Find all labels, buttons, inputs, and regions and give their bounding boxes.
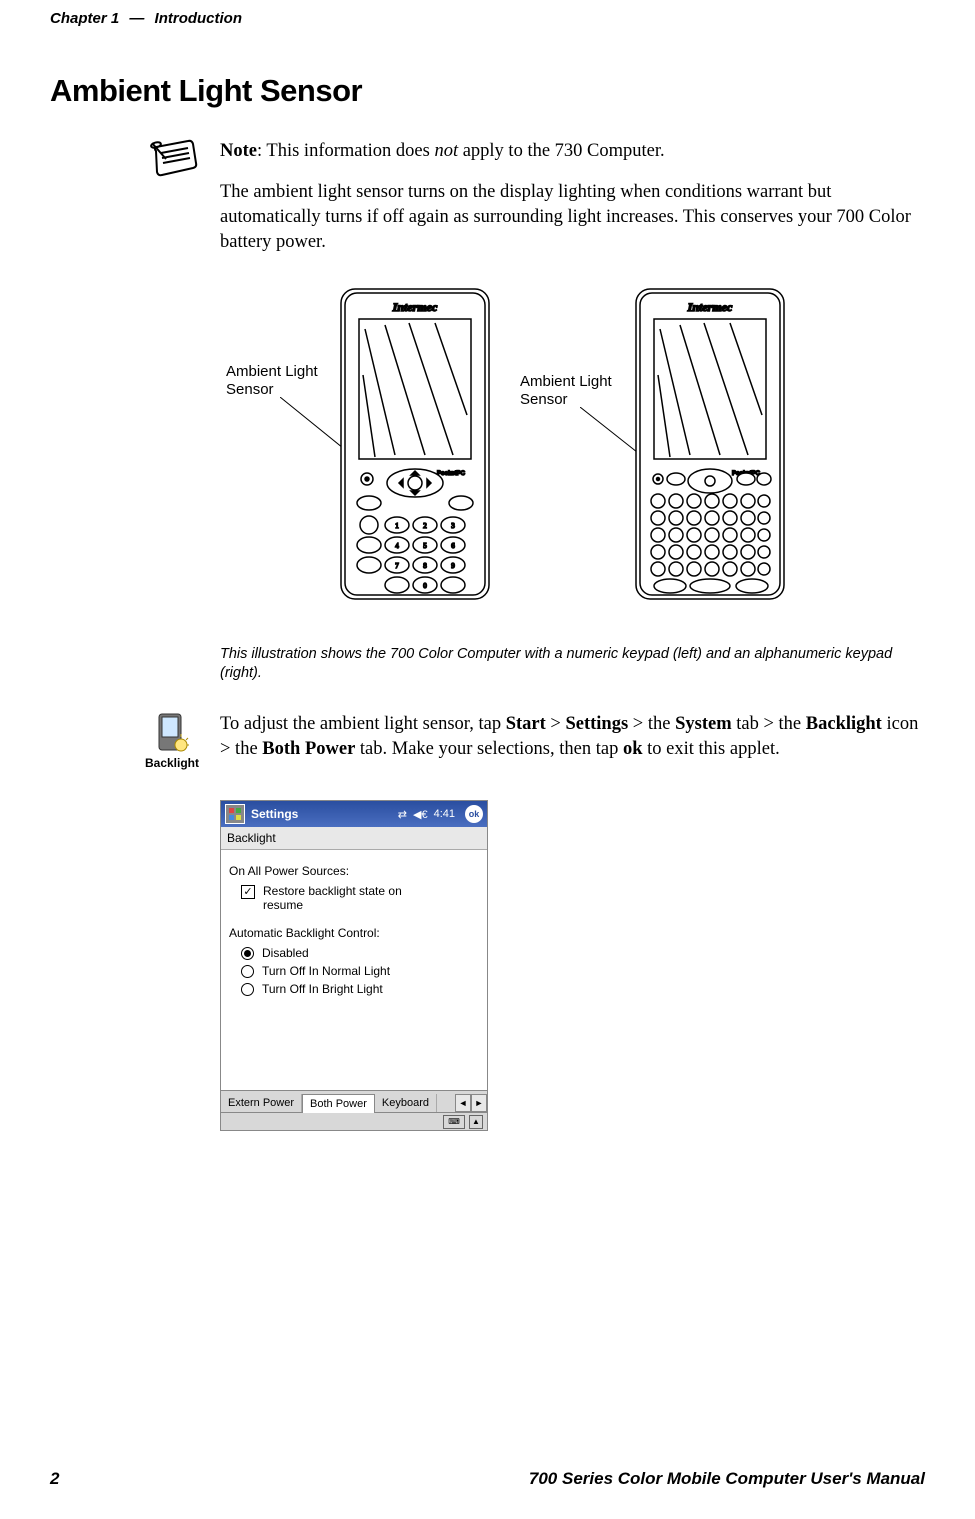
page-number: 2 (50, 1469, 59, 1489)
start-menu-icon[interactable] (225, 804, 245, 824)
section2-label: Automatic Backlight Control: (229, 926, 479, 940)
note-block: Note: This information does not apply to… (50, 139, 925, 255)
brand-text-right: Intermec (687, 300, 733, 314)
ss-body: On All Power Sources: ✓ Restore backligh… (221, 850, 487, 1090)
check-label-restore: Restore backlight state on resume (263, 884, 423, 912)
radio-label-disabled: Disabled (262, 946, 309, 960)
volume-icon[interactable]: ◀€ (413, 808, 428, 821)
clock-text[interactable]: 4:41 (434, 808, 455, 820)
ss-topbar: Settings ⇄ ◀€ 4:41 ok (221, 801, 487, 827)
doc-title: 700 Series Color Mobile Computer User's … (529, 1469, 925, 1489)
note-icon (148, 139, 200, 179)
instr-s1: > (546, 714, 566, 734)
svg-text:6: 6 (451, 542, 455, 550)
instr-b1: Start (506, 714, 546, 734)
svg-text:9: 9 (451, 562, 455, 570)
tab-extern-power[interactable]: Extern Power (221, 1094, 302, 1112)
backlight-icon-gutter: Backlight (50, 712, 220, 770)
body-paragraph: The ambient light sensor turns on the di… (220, 180, 925, 255)
connectivity-icon[interactable]: ⇄ (398, 808, 407, 821)
tab-keyboard[interactable]: Keyboard (375, 1094, 437, 1112)
ss-tray: ⇄ ◀€ 4:41 ok (398, 805, 483, 823)
svg-text:2: 2 (423, 522, 427, 530)
tab-arrow-right[interactable]: ► (471, 1094, 487, 1112)
ok-button[interactable]: ok (465, 805, 483, 823)
section-title: Ambient Light Sensor (50, 73, 925, 109)
figure-caption: This illustration shows the 700 Color Co… (220, 645, 925, 684)
callout-right: Ambient Light Sensor (520, 373, 630, 409)
instr-b3: System (675, 714, 732, 734)
instruction-body: To adjust the ambient light sensor, tap … (220, 712, 925, 770)
radio-row-normal[interactable]: Turn Off In Normal Light (241, 964, 479, 978)
ss-subbar: Backlight (221, 827, 487, 850)
ss-title: Settings (251, 807, 398, 821)
instr-b2: Settings (565, 714, 628, 734)
tab-both-power[interactable]: Both Power (302, 1094, 375, 1113)
tab-scroll-arrows: ◄ ► (455, 1094, 487, 1112)
note-body: Note: This information does not apply to… (220, 139, 925, 255)
backlight-label: Backlight (144, 756, 200, 770)
checkbox-restore[interactable]: ✓ (241, 885, 255, 899)
svg-text:4: 4 (395, 542, 399, 550)
note-t1: : This information does (257, 141, 434, 161)
chapter-number: Chapter 1 (50, 10, 119, 27)
radio-normal[interactable] (241, 965, 254, 978)
instr-s5: tab. Make your selections, then tap (355, 739, 623, 759)
screenshot: Settings ⇄ ◀€ 4:41 ok Backlight On All P… (220, 800, 488, 1131)
svg-text:3: 3 (451, 522, 455, 530)
chapter-title: Introduction (155, 10, 242, 27)
instr-s6: to exit this applet. (643, 739, 780, 759)
device-right: Intermec PocketPC (630, 285, 790, 605)
em-dash: — (129, 10, 144, 27)
instr-s3: tab > the (732, 714, 806, 734)
radio-label-normal: Turn Off In Normal Light (262, 964, 390, 978)
page: Chapter 1 — Introduction Ambient Light S… (0, 0, 975, 1519)
backlight-icon (155, 712, 189, 754)
note-t2: apply to the 730 Computer. (458, 141, 665, 161)
instruction-block: Backlight To adjust the ambient light se… (50, 712, 925, 770)
brand-text-left: Intermec (392, 300, 438, 314)
svg-text:7: 7 (395, 562, 399, 570)
instr-b6: ok (623, 739, 643, 759)
footer: 2 700 Series Color Mobile Computer User'… (50, 1469, 925, 1489)
ss-tabs: Extern Power Both Power Keyboard ◄ ► (221, 1090, 487, 1112)
svg-text:1: 1 (395, 522, 399, 530)
note-italic: not (434, 141, 458, 161)
instr-s2: > the (628, 714, 675, 734)
radio-bright[interactable] (241, 983, 254, 996)
check-row-restore[interactable]: ✓ Restore backlight state on resume (241, 884, 479, 912)
radio-label-bright: Turn Off In Bright Light (262, 982, 383, 996)
svg-text:5: 5 (423, 542, 427, 550)
running-header: Chapter 1 — Introduction (50, 10, 925, 27)
svg-text:8: 8 (423, 562, 427, 570)
instr-b5: Both Power (262, 739, 355, 759)
note-text: Note: This information does not apply to… (220, 139, 925, 164)
callout-left: Ambient Light Sensor (226, 363, 336, 399)
backlight-icon-wrap: Backlight (144, 712, 200, 770)
note-icon-gutter (50, 139, 220, 255)
pocketpc-left: PocketPC (437, 471, 466, 477)
figure-devices: Ambient Light Sensor Intermec PocketPC (220, 285, 925, 615)
tab-arrow-left[interactable]: ◄ (455, 1094, 471, 1112)
sip-keyboard-icon[interactable]: ⌨ (443, 1115, 465, 1129)
device-left: Intermec PocketPC 1 2 3 (335, 285, 495, 605)
radio-row-bright[interactable]: Turn Off In Bright Light (241, 982, 479, 996)
instr-b4: Backlight (806, 714, 882, 734)
sip-arrow-up[interactable]: ▲ (469, 1115, 483, 1129)
section1-label: On All Power Sources: (229, 864, 479, 878)
svg-text:0: 0 (423, 582, 427, 590)
radio-row-disabled[interactable]: Disabled (241, 946, 479, 960)
radio-disabled[interactable] (241, 947, 254, 960)
note-prefix: Note (220, 141, 257, 161)
ss-bottombar: ⌨ ▲ (221, 1112, 487, 1130)
instr-t1: To adjust the ambient light sensor, tap (220, 714, 506, 734)
